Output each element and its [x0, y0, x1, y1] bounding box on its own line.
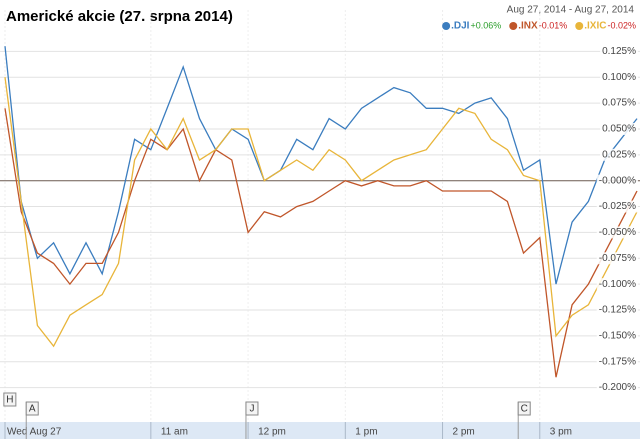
flag-label: C — [521, 404, 528, 415]
flag-label: A — [29, 404, 36, 415]
y-tick-label-bg — [596, 252, 638, 265]
y-tick-label: -0.175% — [599, 356, 636, 367]
y-tick-label: -0.100% — [599, 279, 636, 290]
y-tick-label: -0.200% — [599, 382, 636, 393]
legend-change: +0.06% — [470, 20, 501, 30]
flag — [3, 392, 17, 407]
y-tick-label: -0.075% — [599, 253, 636, 264]
x-tick-label: 3 pm — [550, 427, 572, 438]
legend-name: .INX — [518, 21, 538, 32]
y-tick-label-bg — [596, 226, 638, 239]
x-tick-label: 12 pm — [258, 427, 286, 438]
y-tick-label: 0.050% — [602, 124, 636, 135]
legend-name: .DJI — [451, 21, 470, 32]
legend-dot — [509, 22, 518, 30]
y-tick-label: -0.000% — [599, 175, 636, 186]
y-tick-label: -0.150% — [599, 331, 636, 342]
y-tick-label-bg — [596, 200, 638, 213]
flag — [25, 401, 39, 416]
series-line — [4, 46, 638, 285]
y-tick-label: 0.125% — [602, 46, 636, 57]
y-tick-label: -0.125% — [599, 305, 636, 316]
date-range: Aug 27, 2014 - Aug 27, 2014 — [507, 5, 635, 16]
y-tick-label-bg — [596, 174, 638, 187]
legend-name: .IXIC — [584, 21, 606, 32]
legend-change: -0.01% — [539, 20, 568, 30]
x-tick-label: 2 pm — [453, 427, 475, 438]
x-tick-label: Wed Aug 27 — [7, 427, 62, 438]
flag — [245, 401, 259, 416]
y-tick-label-bg — [600, 122, 638, 135]
y-tick-label-bg — [600, 45, 638, 58]
legend-change: -0.02% — [607, 20, 636, 30]
y-tick-label-bg — [596, 278, 638, 291]
y-tick-label: -0.025% — [599, 201, 636, 212]
time-axis-band — [0, 422, 640, 439]
y-tick-label-bg — [596, 381, 638, 394]
legend-dot — [575, 22, 584, 30]
flag-label: J — [249, 404, 254, 415]
chart-title: Americké akcie (27. srpna 2014) — [6, 8, 233, 25]
x-tick-label: 11 am — [161, 427, 188, 438]
y-tick-label-bg — [596, 355, 638, 368]
y-tick-label-bg — [600, 71, 638, 84]
y-tick-label: 0.075% — [602, 98, 636, 109]
flag-label: H — [6, 395, 13, 406]
y-tick-label: 0.100% — [602, 72, 636, 83]
legend-dot — [442, 22, 451, 30]
series-line — [4, 77, 638, 348]
y-tick-label-bg — [600, 97, 638, 110]
y-tick-label-bg — [596, 304, 638, 316]
y-tick-label-bg — [600, 148, 638, 161]
y-tick-label-bg — [596, 329, 638, 342]
x-tick-label: 1 pm — [355, 427, 377, 438]
y-tick-label: 0.025% — [602, 149, 636, 160]
y-tick-label: -0.050% — [599, 227, 636, 238]
flag — [517, 401, 531, 416]
series-line — [4, 108, 638, 378]
